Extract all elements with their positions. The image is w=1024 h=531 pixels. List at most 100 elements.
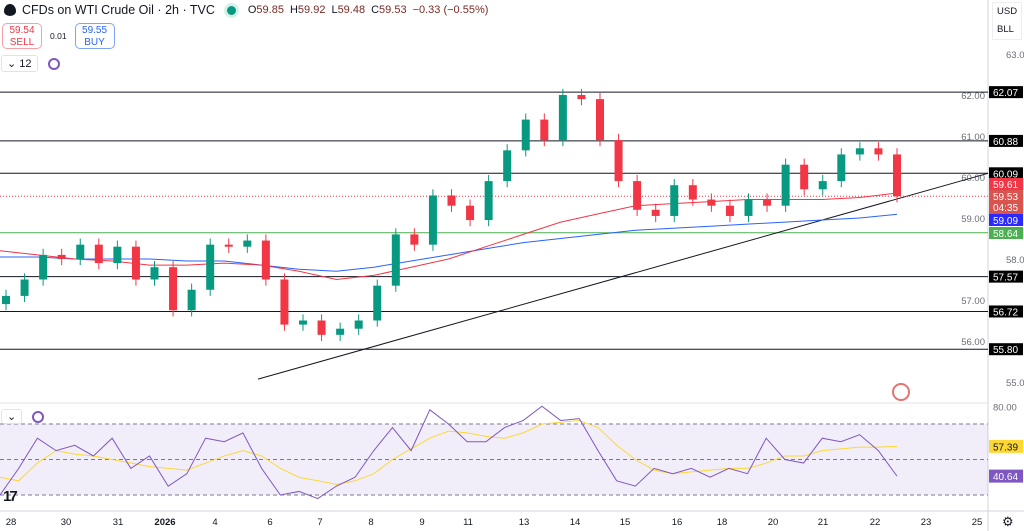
candle-body bbox=[633, 181, 642, 210]
candle-body bbox=[373, 285, 382, 321]
countdown-label: 04:35 bbox=[993, 203, 1018, 214]
candle-body bbox=[20, 279, 29, 296]
buy-button[interactable]: 59.55 BUY bbox=[74, 23, 115, 49]
time-tick: 18 bbox=[717, 517, 728, 528]
candle-body bbox=[113, 246, 122, 264]
candle-body bbox=[187, 289, 196, 311]
candle-body bbox=[707, 199, 716, 206]
change-value: −0.33 (−0.55%) bbox=[412, 4, 489, 16]
price-tick: 60.00 bbox=[961, 173, 985, 184]
candle-body bbox=[169, 267, 178, 311]
candle-body bbox=[688, 185, 697, 200]
price-tick: 58.00 bbox=[1006, 255, 1024, 266]
sell-button[interactable]: 59.54 SELL bbox=[2, 23, 42, 49]
candle-body bbox=[391, 234, 400, 286]
low-value: L59.48 bbox=[331, 4, 366, 16]
trade-panel: 59.54 SELL 0.01 59.55 BUY bbox=[2, 23, 115, 49]
time-tick: 30 bbox=[61, 517, 72, 528]
candle-body bbox=[651, 209, 660, 216]
spread: 0.01 bbox=[50, 31, 67, 41]
high-value: H59.92 bbox=[289, 4, 326, 16]
time-tick: 14 bbox=[570, 517, 581, 528]
candle-body bbox=[503, 150, 512, 182]
rsi-signal-line bbox=[0, 419, 898, 485]
rsi-collapse-button[interactable]: ⌄ bbox=[1, 409, 23, 424]
time-tick: 15 bbox=[620, 517, 631, 528]
level-price-label-bg bbox=[989, 270, 1023, 283]
rsi-value-label: 40.64 bbox=[993, 472, 1018, 483]
time-tick: 9 bbox=[419, 517, 424, 528]
candle-body bbox=[428, 195, 437, 245]
level-price-label: 55.80 bbox=[993, 345, 1018, 356]
candle-body bbox=[261, 240, 270, 280]
trendline bbox=[257, 172, 989, 380]
ma-slow-line bbox=[0, 213, 898, 272]
candle-body bbox=[410, 234, 419, 245]
rsi-header: ⌄ bbox=[1, 409, 45, 424]
time-tick: 28 bbox=[6, 517, 17, 528]
support-price-label: 58.64 bbox=[993, 229, 1018, 240]
candle-body bbox=[150, 267, 159, 280]
candle-body bbox=[818, 181, 827, 190]
level-price-label-bg bbox=[989, 134, 1023, 147]
candle-body bbox=[317, 320, 326, 335]
open-value: O59.85 bbox=[247, 4, 284, 16]
price-tick: 63.00 bbox=[1006, 50, 1024, 61]
rsi-signal-label-bg bbox=[989, 439, 1023, 453]
candle-body bbox=[299, 320, 307, 325]
candle-body bbox=[763, 199, 772, 206]
candle-body bbox=[596, 99, 604, 141]
level-price-label-bg bbox=[989, 343, 1023, 356]
time-tick: 13 bbox=[519, 517, 530, 528]
sync-icon[interactable] bbox=[32, 410, 45, 423]
time-tick: 11 bbox=[463, 517, 473, 528]
candle-body bbox=[243, 240, 252, 247]
close-value: C59.53 bbox=[371, 4, 407, 16]
gear-icon[interactable]: ⚙ bbox=[1002, 514, 1014, 529]
tradingview-logo: 17 bbox=[3, 488, 18, 505]
level-price-label-bg bbox=[989, 86, 1023, 99]
price-tick: 59.00 bbox=[961, 214, 985, 225]
candle-body bbox=[354, 320, 363, 329]
last-price-label-bg bbox=[989, 190, 1023, 214]
ma-fast-price-label-bg bbox=[989, 178, 1023, 190]
price-tick: 56.00 bbox=[961, 337, 985, 348]
rsi-value-label-bg bbox=[989, 469, 1023, 483]
time-tick: 25 bbox=[972, 517, 983, 528]
candle-body bbox=[57, 254, 66, 259]
candle-body bbox=[725, 205, 734, 216]
time-tick: 2026 bbox=[154, 517, 175, 528]
rsi-line bbox=[0, 405, 898, 500]
time-tick: 22 bbox=[870, 517, 881, 528]
us-flag-icon bbox=[892, 383, 910, 401]
rsi-tick: 80.00 bbox=[993, 402, 1017, 413]
sync-icon[interactable] bbox=[47, 57, 60, 70]
candle-body bbox=[2, 295, 10, 305]
candle-body bbox=[614, 140, 623, 182]
currency-select[interactable]: USD bbox=[997, 6, 1018, 17]
price-tick: 55.00 bbox=[1006, 378, 1024, 389]
candle-body bbox=[94, 244, 103, 264]
indicators-toggle: ⌄ 12 bbox=[1, 55, 60, 72]
level-price-label: 60.88 bbox=[993, 137, 1018, 148]
level-price-label: 60.09 bbox=[993, 169, 1018, 180]
time-tick: 8 bbox=[368, 517, 373, 528]
ma-slow-price-label-bg bbox=[989, 214, 1023, 226]
currency-unit-selector[interactable]: USD BLL bbox=[992, 2, 1022, 40]
level-price-label-bg bbox=[989, 305, 1023, 318]
price-tick: 57.00 bbox=[961, 296, 985, 307]
candle-body bbox=[837, 154, 846, 182]
unit-select[interactable]: BLL bbox=[997, 24, 1014, 35]
market-status-icon bbox=[226, 5, 236, 15]
level-price-label: 57.57 bbox=[993, 273, 1018, 284]
level-price-label: 62.07 bbox=[993, 88, 1018, 99]
candle-body bbox=[540, 119, 549, 141]
candle-body bbox=[855, 148, 864, 155]
symbol-title[interactable]: CFDs on WTI Crude Oil · 2h · TVC bbox=[22, 3, 215, 17]
candle-body bbox=[280, 279, 289, 325]
candle-body bbox=[744, 199, 753, 216]
candle-body bbox=[76, 244, 85, 259]
indicators-collapse-button[interactable]: ⌄ 12 bbox=[1, 55, 38, 72]
time-tick: 6 bbox=[267, 517, 272, 528]
